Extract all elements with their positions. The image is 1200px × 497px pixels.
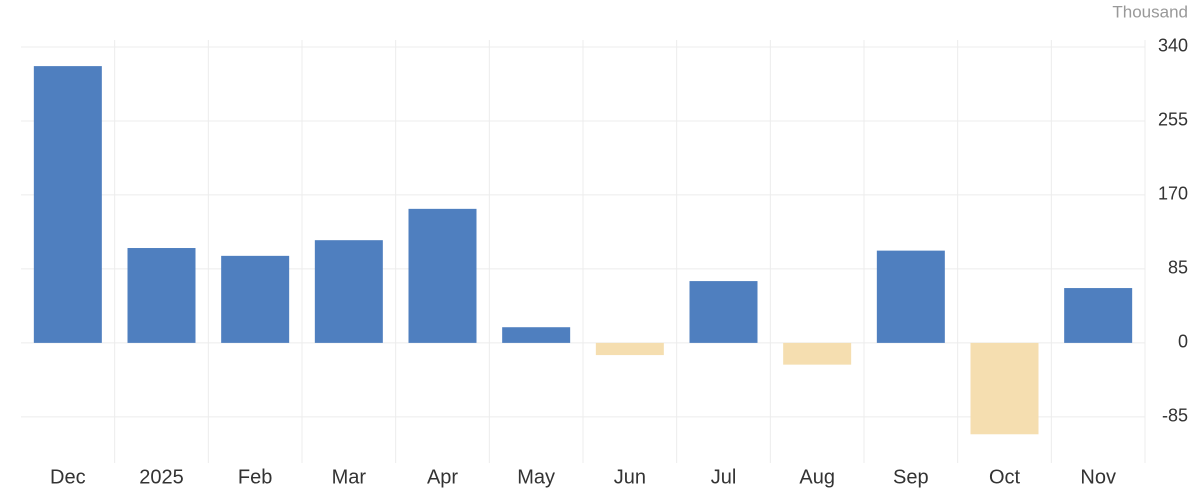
x-tick-label: Feb	[238, 466, 272, 488]
bar	[314, 240, 383, 343]
bar	[876, 250, 945, 343]
x-tick-label: Jun	[614, 466, 646, 488]
y-tick-label: 255	[1158, 110, 1188, 130]
x-tick-label: 2025	[139, 466, 184, 488]
bar	[1064, 288, 1133, 343]
x-tick-label: Dec	[50, 466, 86, 488]
bar	[33, 66, 102, 343]
bar	[689, 281, 758, 343]
bar	[408, 208, 477, 343]
bar	[221, 255, 290, 343]
y-tick-label: 170	[1158, 184, 1188, 204]
x-tick-label: Mar	[332, 466, 367, 488]
x-tick-label: Apr	[427, 466, 458, 488]
bar	[595, 342, 664, 356]
x-tick-label: Sep	[893, 466, 929, 488]
bar	[783, 342, 852, 365]
bar	[970, 342, 1039, 435]
y-tick-label: -85	[1162, 406, 1188, 426]
y-tick-label: 85	[1168, 258, 1188, 278]
x-tick-label: Oct	[989, 466, 1021, 488]
bar	[502, 327, 571, 343]
y-tick-label: 0	[1178, 332, 1188, 352]
y-tick-label: 340	[1158, 36, 1188, 56]
x-tick-label: Nov	[1080, 466, 1116, 488]
bar	[127, 248, 196, 343]
x-tick-label: May	[517, 466, 555, 488]
x-tick-label: Aug	[799, 466, 835, 488]
unit-label: Thousand	[1112, 2, 1188, 21]
x-tick-label: Jul	[711, 466, 737, 488]
